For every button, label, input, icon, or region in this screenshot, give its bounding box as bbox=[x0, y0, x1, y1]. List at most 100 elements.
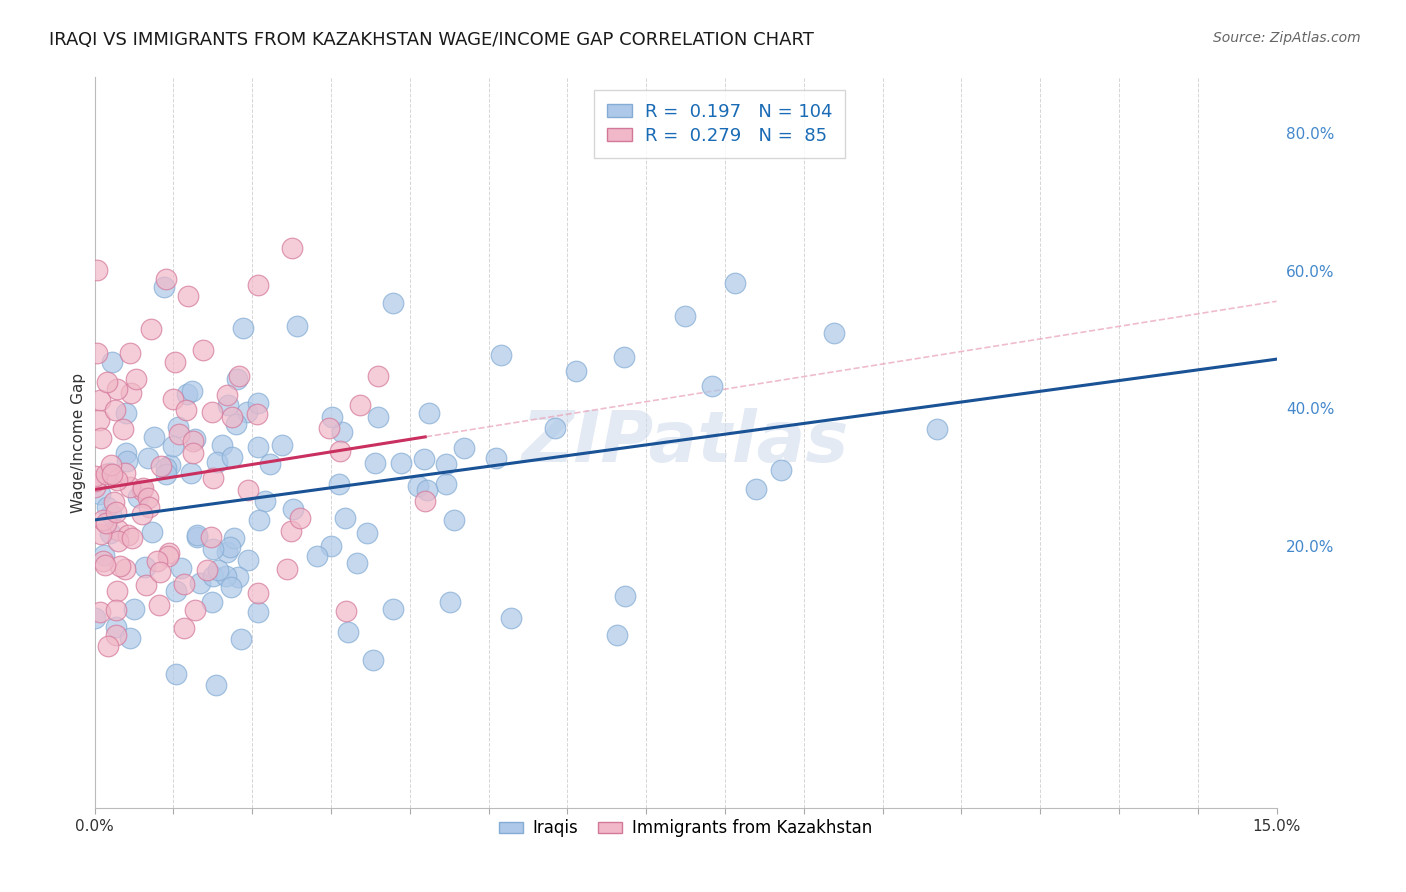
Point bbox=[217, 544, 239, 558]
Point bbox=[367, 410, 389, 425]
Point bbox=[173, 577, 195, 591]
Point bbox=[114, 406, 136, 420]
Point bbox=[204, 678, 226, 692]
Point bbox=[439, 595, 461, 609]
Point bbox=[152, 279, 174, 293]
Point bbox=[177, 289, 200, 303]
Point bbox=[120, 345, 142, 359]
Point bbox=[146, 554, 169, 568]
Point bbox=[89, 605, 111, 619]
Point bbox=[215, 568, 238, 582]
Point bbox=[89, 527, 111, 541]
Point bbox=[215, 388, 238, 402]
Point bbox=[181, 434, 204, 448]
Point bbox=[565, 364, 588, 378]
Point bbox=[93, 513, 115, 527]
Point bbox=[246, 586, 269, 600]
Point bbox=[207, 455, 229, 469]
Point bbox=[83, 610, 105, 624]
Point bbox=[101, 467, 124, 482]
Point bbox=[485, 451, 508, 466]
Point bbox=[434, 477, 457, 491]
Point bbox=[115, 454, 138, 468]
Point bbox=[356, 525, 378, 540]
Point bbox=[184, 603, 207, 617]
Point bbox=[499, 611, 522, 625]
Point bbox=[416, 483, 439, 497]
Point bbox=[281, 242, 304, 256]
Point bbox=[236, 405, 259, 419]
Point bbox=[136, 491, 159, 505]
Point bbox=[105, 474, 128, 488]
Point bbox=[247, 605, 270, 619]
Point bbox=[346, 556, 368, 570]
Point bbox=[181, 384, 204, 399]
Point bbox=[201, 404, 224, 418]
Point bbox=[176, 387, 198, 401]
Point bbox=[190, 575, 212, 590]
Point bbox=[207, 563, 229, 577]
Point bbox=[89, 487, 111, 501]
Text: IRAQI VS IMMIGRANTS FROM KAZAKHSTAN WAGE/INCOME GAP CORRELATION CHART: IRAQI VS IMMIGRANTS FROM KAZAKHSTAN WAGE… bbox=[49, 31, 814, 49]
Point bbox=[226, 372, 249, 386]
Point bbox=[364, 456, 387, 470]
Point bbox=[105, 584, 128, 599]
Point bbox=[700, 379, 723, 393]
Point bbox=[200, 530, 222, 544]
Point bbox=[124, 601, 146, 615]
Point bbox=[100, 458, 122, 473]
Point bbox=[136, 451, 159, 466]
Point bbox=[149, 565, 172, 579]
Point bbox=[231, 632, 253, 647]
Point bbox=[165, 667, 187, 681]
Point bbox=[201, 542, 224, 557]
Point bbox=[225, 417, 247, 431]
Point bbox=[613, 590, 636, 604]
Point bbox=[246, 395, 269, 409]
Point bbox=[131, 507, 153, 521]
Point bbox=[86, 345, 108, 359]
Point bbox=[155, 271, 177, 285]
Point bbox=[195, 563, 218, 577]
Point bbox=[166, 420, 188, 434]
Point bbox=[443, 513, 465, 527]
Point bbox=[271, 438, 294, 452]
Point bbox=[89, 393, 111, 408]
Point bbox=[382, 295, 405, 310]
Point bbox=[335, 604, 357, 618]
Point bbox=[173, 621, 195, 635]
Point bbox=[124, 372, 146, 386]
Point bbox=[219, 540, 242, 554]
Point bbox=[770, 463, 793, 477]
Point bbox=[288, 511, 311, 525]
Point bbox=[174, 402, 197, 417]
Point bbox=[104, 402, 127, 417]
Point bbox=[132, 481, 155, 495]
Legend: Iraqis, Immigrants from Kazakhstan: Iraqis, Immigrants from Kazakhstan bbox=[492, 813, 879, 844]
Point bbox=[104, 505, 127, 519]
Point bbox=[201, 595, 224, 609]
Point bbox=[236, 552, 259, 566]
Point bbox=[108, 558, 131, 573]
Point bbox=[321, 409, 343, 424]
Text: ZIPatlas: ZIPatlas bbox=[522, 409, 849, 477]
Point bbox=[120, 386, 142, 401]
Point bbox=[361, 653, 384, 667]
Point bbox=[925, 422, 948, 436]
Point bbox=[318, 421, 340, 435]
Point bbox=[114, 562, 136, 576]
Point bbox=[489, 348, 512, 362]
Point bbox=[613, 350, 636, 364]
Point bbox=[93, 548, 115, 562]
Point bbox=[335, 511, 357, 525]
Point bbox=[349, 398, 371, 412]
Point bbox=[232, 321, 254, 335]
Point bbox=[211, 438, 233, 452]
Point bbox=[332, 425, 354, 439]
Point bbox=[86, 263, 108, 277]
Point bbox=[83, 468, 105, 483]
Point bbox=[117, 527, 139, 541]
Point bbox=[165, 584, 187, 599]
Point bbox=[180, 467, 202, 481]
Point bbox=[246, 407, 269, 421]
